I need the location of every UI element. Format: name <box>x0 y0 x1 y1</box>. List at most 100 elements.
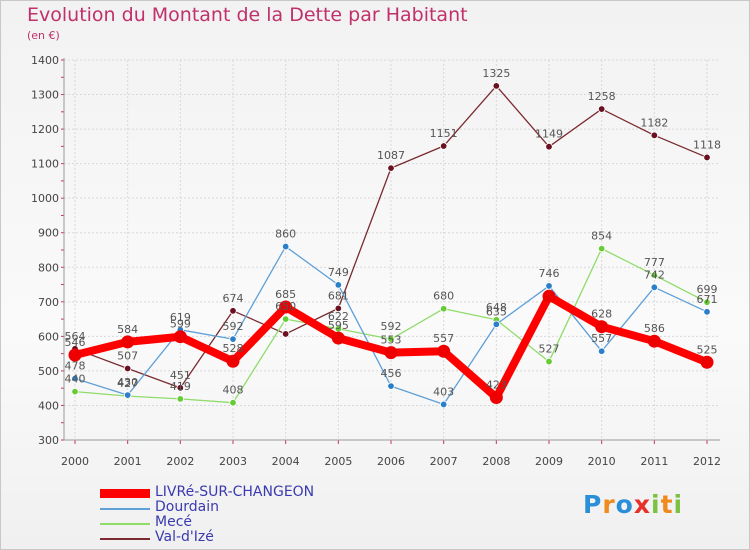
data-label: 749 <box>328 266 349 279</box>
data-point <box>545 282 553 290</box>
legend-swatch-livre <box>100 489 150 498</box>
data-point <box>545 143 553 151</box>
y-tick-label: 700 <box>38 296 59 309</box>
x-tick-label: 2012 <box>693 455 721 468</box>
data-label: 564 <box>65 330 86 343</box>
data-label: 1258 <box>588 90 616 103</box>
data-point <box>281 242 290 251</box>
data-point <box>597 347 606 355</box>
data-label: 742 <box>644 268 665 281</box>
legend-label: Dourdain <box>155 499 219 515</box>
x-tick-label: 2003 <box>219 455 247 468</box>
x-tick-label: 2000 <box>61 455 89 468</box>
logo-letter: i <box>673 490 684 519</box>
data-label: 528 <box>223 342 244 355</box>
data-point <box>226 354 240 368</box>
data-label: 628 <box>591 308 612 321</box>
data-label: 525 <box>697 343 718 356</box>
data-point <box>545 357 553 366</box>
data-label: 1087 <box>377 149 405 162</box>
data-label: 1151 <box>430 127 458 140</box>
x-tick-label: 2011 <box>640 455 668 468</box>
data-point <box>647 334 661 348</box>
data-point <box>176 384 185 392</box>
data-point <box>650 131 659 140</box>
data-label: 419 <box>170 380 191 393</box>
legend-swatch-mece <box>100 523 150 525</box>
x-tick-label: 2002 <box>166 455 194 468</box>
data-label: 650 <box>275 300 296 313</box>
data-point <box>173 330 187 344</box>
data-point <box>542 289 556 303</box>
y-tick-label: 1100 <box>31 158 59 171</box>
data-label: 674 <box>223 292 244 305</box>
data-point <box>387 382 395 390</box>
chart-title: Evolution du Montant de la Dette par Hab… <box>27 4 468 26</box>
data-label: 408 <box>223 384 244 397</box>
y-tick-label: 900 <box>38 227 59 240</box>
data-label: 557 <box>433 332 454 345</box>
data-point <box>123 391 132 399</box>
x-tick-label: 2001 <box>114 455 142 468</box>
data-label: 592 <box>381 320 402 333</box>
data-label: 507 <box>117 349 138 362</box>
data-point <box>700 355 714 369</box>
data-label: 1325 <box>482 67 510 80</box>
x-tick-label: 2006 <box>377 455 405 468</box>
x-tick-label: 2010 <box>588 455 616 468</box>
data-label: 671 <box>697 293 718 306</box>
y-tick-label: 1300 <box>31 89 59 102</box>
data-label: 430 <box>117 376 138 389</box>
data-label: 1149 <box>535 128 563 141</box>
legend-label: LIVRé-SUR-CHANGEON <box>155 484 315 500</box>
x-tick-label: 2009 <box>535 455 563 468</box>
data-label: 746 <box>539 267 560 280</box>
data-point <box>492 320 501 328</box>
data-label: 427 <box>117 377 138 390</box>
data-point <box>123 364 132 373</box>
data-point <box>387 335 395 343</box>
legend-swatch-dourdain <box>100 508 150 510</box>
logo-letter: P <box>583 490 603 519</box>
data-point <box>384 346 398 360</box>
data-point <box>229 335 237 343</box>
data-point <box>121 335 135 349</box>
data-point <box>331 331 345 345</box>
data-point <box>439 400 448 409</box>
y-tick-label: 300 <box>38 434 59 447</box>
data-label: 854 <box>591 230 612 243</box>
data-point <box>229 307 237 315</box>
data-point <box>492 82 501 90</box>
x-tick-label: 2008 <box>482 455 510 468</box>
data-label: 681 <box>328 289 349 302</box>
logo-letter: x <box>633 490 651 519</box>
data-point <box>703 308 711 316</box>
y-tick-label: 800 <box>38 261 59 274</box>
data-point <box>229 398 237 407</box>
logo-letter: o <box>615 490 634 519</box>
data-label: 619 <box>170 311 191 324</box>
data-point <box>439 305 448 313</box>
data-point <box>281 330 290 338</box>
x-tick-label: 2007 <box>430 455 458 468</box>
data-point <box>71 374 79 383</box>
data-point <box>439 142 448 150</box>
logo-letter: i <box>651 490 661 519</box>
x-tick-label: 2004 <box>272 455 300 468</box>
y-tick-label: 600 <box>38 330 59 343</box>
logo-letter: t <box>660 490 674 519</box>
y-tick-label: 1400 <box>31 54 59 67</box>
data-label: 456 <box>381 367 402 380</box>
data-label: 622 <box>328 310 349 323</box>
legend-swatch-valdize <box>100 538 150 540</box>
data-point <box>650 283 659 292</box>
data-point <box>334 281 343 289</box>
data-point <box>176 395 185 403</box>
data-label: 635 <box>486 305 507 318</box>
y-tick-label: 400 <box>38 399 59 412</box>
data-label: 595 <box>328 319 349 332</box>
data-point <box>597 105 606 113</box>
x-tick-label: 2005 <box>324 455 352 468</box>
